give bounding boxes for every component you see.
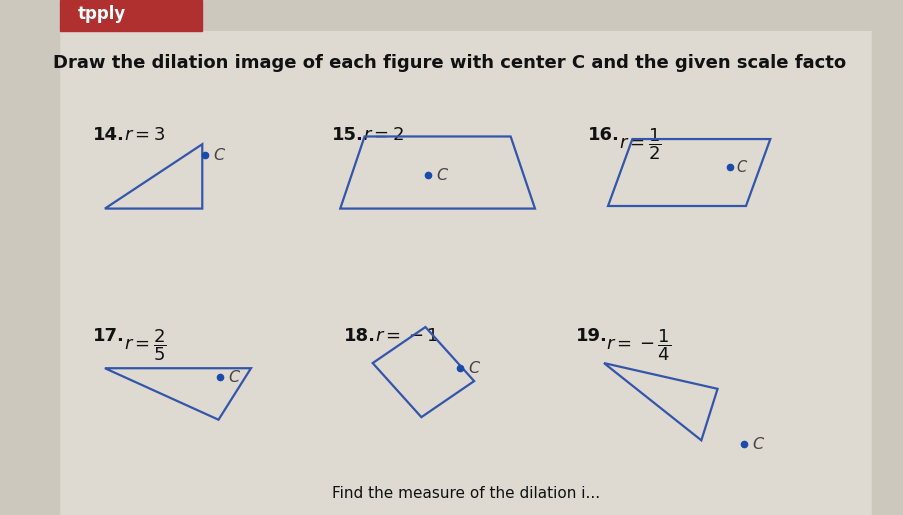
Text: $C$: $C$ — [228, 369, 241, 385]
Text: 18.: 18. — [344, 327, 376, 345]
Text: $r = \dfrac{2}{5}$: $r = \dfrac{2}{5}$ — [124, 327, 166, 363]
Text: 15.: 15. — [331, 126, 364, 144]
Text: $r = 3$: $r = 3$ — [124, 126, 165, 144]
FancyBboxPatch shape — [61, 31, 870, 515]
Text: $r = \dfrac{1}{2}$: $r = \dfrac{1}{2}$ — [618, 126, 661, 162]
Text: Find the measure of the dilation i...: Find the measure of the dilation i... — [331, 486, 600, 501]
Text: $r = 2$: $r = 2$ — [362, 126, 404, 144]
Text: 16.: 16. — [587, 126, 619, 144]
Text: $C$: $C$ — [212, 146, 226, 163]
Text: $C$: $C$ — [435, 167, 449, 183]
Text: $r = -1$: $r = -1$ — [375, 327, 438, 345]
Text: $r = -\dfrac{1}{4}$: $r = -\dfrac{1}{4}$ — [606, 327, 671, 363]
Text: $C$: $C$ — [735, 159, 748, 176]
Text: tpply: tpply — [78, 6, 126, 23]
Text: $C$: $C$ — [467, 360, 480, 376]
Text: $C$: $C$ — [750, 436, 764, 452]
Text: 19.: 19. — [575, 327, 607, 345]
Text: Draw the dilation image of each figure with center C and the given scale facto: Draw the dilation image of each figure w… — [53, 54, 845, 72]
Text: 14.: 14. — [93, 126, 125, 144]
Bar — [61, 0, 202, 31]
Text: 17.: 17. — [93, 327, 125, 345]
